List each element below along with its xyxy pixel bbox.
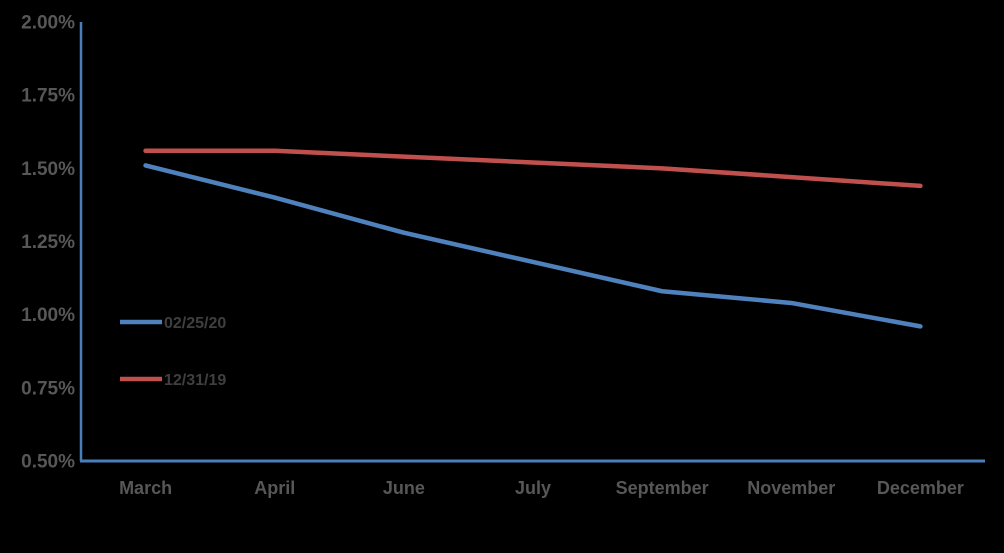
x-axis-label-november: November — [747, 478, 835, 498]
series-line-0 — [143, 163, 923, 329]
y-axis-tick-label: 1.75% — [21, 86, 75, 107]
x-axis-label-march: March — [119, 478, 172, 498]
x-axis-label-april: April — [254, 478, 295, 498]
y-axis-tick-label: 1.50% — [21, 159, 75, 180]
x-axis-label-june: June — [383, 478, 425, 498]
y-axis-tick-label: 0.50% — [21, 452, 75, 473]
y-axis-tick-label: 1.25% — [21, 232, 75, 253]
x-axis-label-december: December — [877, 478, 964, 498]
legend-label-1: 12/31/19 — [164, 372, 226, 389]
x-axis-label-september: September — [616, 478, 709, 498]
y-axis-tick-label: 1.00% — [21, 305, 75, 326]
legend-label-0: 02/25/20 — [164, 315, 226, 332]
y-axis-tick-label: 0.75% — [21, 378, 75, 399]
series-line-1 — [143, 148, 923, 189]
y-axis-tick-label: 2.00% — [21, 13, 75, 34]
x-axis-label-july: July — [515, 478, 551, 498]
